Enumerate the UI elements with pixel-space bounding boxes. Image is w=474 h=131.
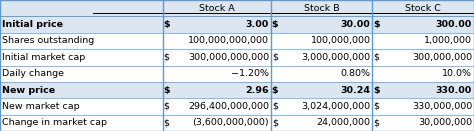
Text: 3,024,000,000: 3,024,000,000 [301, 102, 371, 111]
Text: $: $ [164, 20, 170, 29]
Text: 330,000,000: 330,000,000 [412, 102, 472, 111]
Text: $: $ [374, 20, 380, 29]
Text: Change in market cap: Change in market cap [2, 118, 108, 127]
Bar [0, 0, 474, 16]
Text: Daily change: Daily change [2, 69, 64, 78]
Text: (3,600,000,000): (3,600,000,000) [192, 118, 269, 127]
Text: $: $ [272, 102, 278, 111]
Text: 100,000,000,000: 100,000,000,000 [188, 36, 269, 45]
Text: 100,000,000: 100,000,000 [310, 36, 371, 45]
Text: Stock C: Stock C [405, 4, 441, 13]
Text: 30.00: 30.00 [341, 20, 371, 29]
Text: 300,000,000,000: 300,000,000,000 [188, 53, 269, 62]
Text: $: $ [374, 102, 379, 111]
Bar [0, 115, 474, 131]
Text: Initial price: Initial price [2, 20, 64, 29]
Text: $: $ [374, 118, 379, 127]
Text: $: $ [374, 86, 380, 95]
Text: 1,000,000: 1,000,000 [424, 36, 472, 45]
Bar [0, 33, 474, 49]
Bar [0, 16, 474, 33]
Text: $: $ [272, 20, 278, 29]
Text: 296,400,000,000: 296,400,000,000 [188, 102, 269, 111]
Text: $: $ [272, 118, 278, 127]
Text: 300.00: 300.00 [436, 20, 472, 29]
Text: $: $ [272, 53, 278, 62]
Text: New market cap: New market cap [2, 102, 80, 111]
Text: $: $ [164, 53, 170, 62]
Bar [0, 98, 474, 115]
Text: Stock B: Stock B [304, 4, 339, 13]
Bar [0, 49, 474, 66]
Text: 2.96: 2.96 [246, 86, 269, 95]
Text: 300,000,000: 300,000,000 [412, 53, 472, 62]
Text: $: $ [272, 86, 278, 95]
Text: 0.80%: 0.80% [340, 69, 371, 78]
Text: 3,000,000,000: 3,000,000,000 [301, 53, 371, 62]
Text: $: $ [374, 53, 379, 62]
Text: $: $ [164, 102, 170, 111]
Text: $: $ [164, 118, 170, 127]
Text: Shares outstanding: Shares outstanding [2, 36, 95, 45]
Text: 30.24: 30.24 [340, 86, 371, 95]
Text: New price: New price [2, 86, 55, 95]
Text: −1.20%: −1.20% [231, 69, 269, 78]
Text: 330.00: 330.00 [436, 86, 472, 95]
Text: Initial market cap: Initial market cap [2, 53, 86, 62]
Bar [0, 82, 474, 98]
Text: Stock A: Stock A [199, 4, 235, 13]
Text: 24,000,000: 24,000,000 [317, 118, 371, 127]
Text: 30,000,000: 30,000,000 [418, 118, 472, 127]
Text: $: $ [164, 86, 170, 95]
Text: 10.0%: 10.0% [442, 69, 472, 78]
Bar [0, 66, 474, 82]
Text: 3.00: 3.00 [246, 20, 269, 29]
